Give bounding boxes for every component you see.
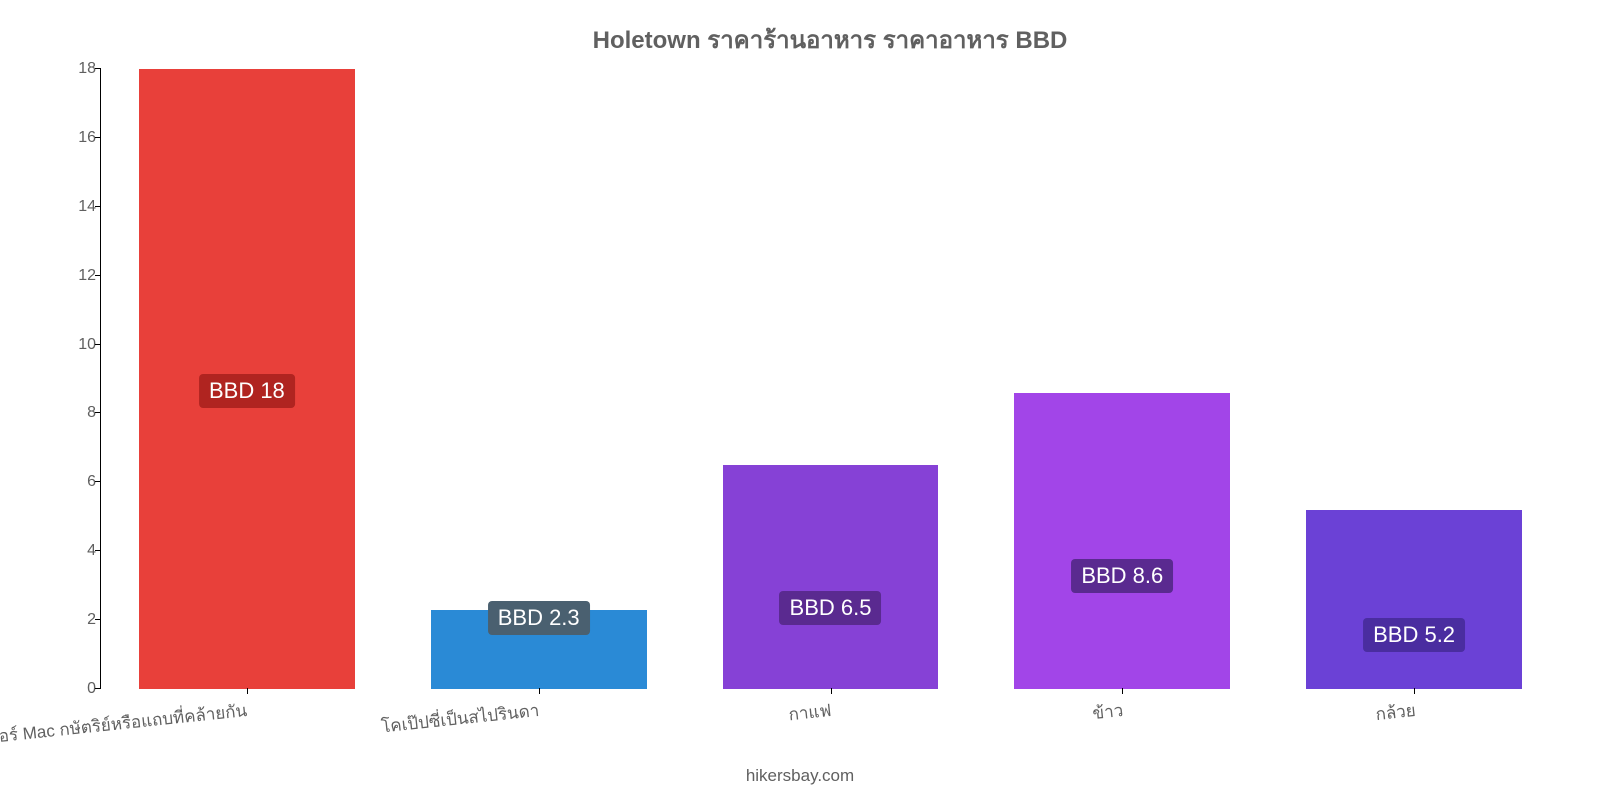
x-tick-label: เบอร์เกอร์ Mac กษัตริย์หรือแถบที่คล้ายกั… — [0, 697, 249, 755]
y-tick-label: 12 — [51, 267, 96, 285]
bar-slot: BBD 6.5 — [685, 69, 977, 689]
y-tick-label: 2 — [51, 611, 96, 629]
bar-value-label: BBD 8.6 — [1071, 559, 1173, 593]
x-axis: เบอร์เกอร์ Mac กษัตริย์หรือแถบที่คล้ายกั… — [100, 689, 1560, 749]
x-label-slot: กาแฟ — [684, 689, 976, 749]
x-label-slot: เบอร์เกอร์ Mac กษัตริย์หรือแถบที่คล้ายกั… — [100, 689, 392, 749]
y-axis: 024681012141618 — [51, 69, 96, 689]
y-tick-label: 4 — [51, 542, 96, 560]
bars-wrap: BBD 18 BBD 2.3 BBD 6.5 BBD 8.6 BBD 5.2 — [101, 69, 1560, 689]
y-tick-mark — [95, 344, 101, 345]
y-tick-label: 10 — [51, 336, 96, 354]
y-tick-label: 8 — [51, 404, 96, 422]
chart-container: Holetown ราคาร้านอาหาร ราคาอาหาร BBD 0 2 4… — [0, 0, 1600, 800]
y-tick-mark — [95, 68, 101, 69]
bar-slot: BBD 2.3 — [393, 69, 685, 689]
y-tick-label: 6 — [51, 473, 96, 491]
bar: BBD 2.3 — [431, 610, 647, 689]
x-label-slot: ข้าว — [976, 689, 1268, 749]
y-tick-mark — [95, 550, 101, 551]
x-tick-label: ข้าว — [1091, 697, 1124, 727]
plot-area: 024681012141618 BBD 18BBD 2.3BBD 6.5BBD … — [100, 69, 1560, 689]
x-label-slot: โคเป๊ปซี่เป็นสไปรินดา — [392, 689, 684, 749]
bar-value-label: BBD 2.3 — [488, 601, 590, 635]
bar: BBD 6.5 — [723, 465, 939, 689]
x-tick-label: กาแฟ — [787, 697, 832, 728]
y-tick-label: 0 — [51, 680, 96, 698]
bar-slot: BBD 8.6 — [976, 69, 1268, 689]
bar-value-label: BBD 5.2 — [1363, 618, 1465, 652]
bar: BBD 5.2 — [1306, 510, 1522, 689]
x-label-slot: กล้วย — [1268, 689, 1560, 749]
bar-value-label: BBD 6.5 — [780, 591, 882, 625]
bar: BBD 18 — [139, 69, 355, 689]
bar: BBD 8.6 — [1014, 393, 1230, 689]
attribution-text: hikersbay.com — [746, 766, 854, 786]
y-tick-mark — [95, 412, 101, 413]
y-tick-label: 18 — [51, 60, 96, 78]
bar-slot: BBD 5.2 — [1268, 69, 1560, 689]
chart-title: Holetown ราคาร้านอาหาร ราคาอาหาร BBD — [100, 20, 1560, 59]
y-tick-mark — [95, 619, 101, 620]
y-tick-label: 14 — [51, 198, 96, 216]
y-tick-label: 16 — [51, 129, 96, 147]
x-tick-label: กล้วย — [1374, 697, 1417, 728]
y-tick-mark — [95, 275, 101, 276]
bar-value-label: BBD 18 — [199, 374, 295, 408]
y-tick-mark — [95, 481, 101, 482]
x-tick-label: โคเป๊ปซี่เป็นสไปรินดา — [380, 697, 541, 740]
y-tick-mark — [95, 137, 101, 138]
y-tick-mark — [95, 206, 101, 207]
bar-slot: BBD 18 — [101, 69, 393, 689]
